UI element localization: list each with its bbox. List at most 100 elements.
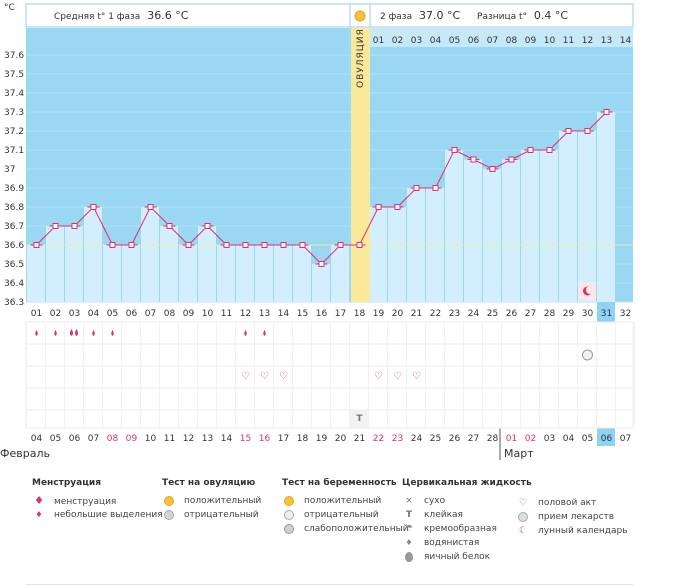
- positive-test-icon: [162, 494, 176, 508]
- cycle-day-label: 29: [563, 309, 575, 319]
- event-row: [25, 409, 634, 429]
- cycle-day-label: 30: [582, 309, 594, 319]
- date-label: 23: [392, 434, 403, 444]
- phase2-day-label: 01: [373, 36, 384, 46]
- dry-icon: ×: [405, 496, 413, 506]
- phase1-value: 36.6 °C: [147, 9, 188, 22]
- date-label: 03: [544, 434, 555, 444]
- pregnancy-test-icon: [582, 349, 593, 361]
- legend-ovulation-test: Тест на овуляцию положительный отрицател…: [162, 478, 261, 522]
- temp-point: [375, 204, 382, 210]
- legend-pregnancy-test: Тест на беременность положительный отриц…: [282, 478, 409, 536]
- creamy-icon: ☂: [404, 524, 414, 534]
- heart-icon: ♡: [279, 371, 288, 382]
- diff-value: 0.4 °C: [534, 9, 568, 22]
- small-drop-icon: ♦: [35, 510, 43, 519]
- temp-bar: [217, 245, 235, 302]
- phase2-day-label: 06: [468, 36, 480, 46]
- date-label: 15: [240, 434, 251, 444]
- date-label: 08: [107, 434, 119, 444]
- cycle-day-label: 06: [126, 309, 138, 319]
- date-label: 25: [430, 434, 441, 444]
- event-row: [25, 387, 634, 411]
- bbt-chart: °C Средняя t° 1 фаза 36.6 °C 2 фаза 37.0…: [0, 3, 635, 460]
- phase2-day-label: 05: [449, 36, 460, 46]
- legend-item: × сухо: [402, 494, 532, 508]
- menstruation-drop: [70, 329, 73, 336]
- cycle-day-label: 14: [278, 309, 290, 319]
- moon-icon: [586, 286, 594, 294]
- spotting-drop: [263, 330, 266, 336]
- temp-point: [223, 242, 230, 248]
- spotting-drop: [54, 330, 57, 336]
- cycle-day-label: 27: [525, 309, 536, 319]
- date-label: 17: [278, 434, 289, 444]
- temp-point: [394, 204, 401, 210]
- cycle-day-label: 08: [164, 309, 176, 319]
- phase2-day-label: 07: [487, 36, 498, 46]
- bottom-divider: [26, 584, 633, 585]
- temp-point: [242, 242, 249, 248]
- temp-bar: [331, 245, 349, 302]
- legend-item: отрицательный: [162, 508, 261, 522]
- heart-icon: ♡: [241, 371, 250, 382]
- legend-item: положительный: [162, 494, 261, 508]
- temp-bar: [578, 131, 596, 302]
- date-label: 26: [449, 434, 461, 444]
- temp-bar: [65, 226, 83, 302]
- legend-other: ♡ половой акт прием лекарств ☾ лунный кале…: [516, 496, 628, 538]
- cycle-day-label: 11: [221, 309, 232, 319]
- heavy-drop-icon: ♦: [34, 494, 44, 507]
- date-label: 19: [316, 434, 328, 444]
- temp-point: [299, 242, 306, 248]
- phase2-day-label: 10: [544, 36, 556, 46]
- phase2-day-label: 08: [506, 36, 518, 46]
- y-tick-label: 37.2: [4, 127, 24, 137]
- sticky-icon: T: [405, 510, 413, 520]
- phase2-day-label: 09: [525, 36, 537, 46]
- date-label: 09: [126, 434, 138, 444]
- legend-title: Тест на беременность: [282, 478, 397, 488]
- date-label: 11: [164, 434, 175, 444]
- legend-item: отрицательный: [282, 508, 409, 522]
- temp-bar: [540, 150, 558, 302]
- temp-bar: [141, 207, 159, 302]
- negative-test-icon: [162, 508, 176, 522]
- event-row: [25, 343, 634, 367]
- phase2-label: 2 фаза: [380, 12, 412, 22]
- pregnancy-weak-icon: [282, 522, 296, 536]
- pregnancy-positive-icon: [282, 494, 296, 508]
- y-tick-label: 36.9: [4, 184, 24, 194]
- heart-icon: ♡: [412, 371, 421, 382]
- temp-bar: [46, 226, 64, 302]
- moon-icon: ☾: [518, 526, 528, 536]
- phase1-label: Средняя t° 1 фаза: [54, 12, 140, 22]
- legend-item: ♡ половой акт: [516, 496, 628, 510]
- temp-point: [356, 242, 363, 248]
- phase2-day-label: 13: [601, 36, 612, 46]
- egg-white-icon: [402, 550, 416, 564]
- cycle-day-label: 17: [335, 309, 346, 319]
- temp-point: [147, 204, 154, 210]
- cycle-day-label: 02: [50, 309, 61, 319]
- temp-point: [451, 147, 458, 153]
- month-label: Февраль: [0, 447, 50, 460]
- temp-point: [508, 156, 515, 163]
- temp-bar: [521, 150, 539, 302]
- cycle-day-label: 31: [601, 309, 612, 319]
- temp-point: [413, 185, 420, 191]
- date-label: 05: [582, 434, 593, 444]
- temp-bar: [27, 245, 45, 302]
- cycle-day-label: 26: [506, 309, 518, 319]
- watery-icon: ♦: [405, 538, 413, 547]
- legend-item: ♦ небольшие выделения: [32, 508, 162, 522]
- temp-point: [432, 185, 439, 191]
- y-tick-label: 37.5: [4, 70, 24, 80]
- y-tick-label: 37.6: [4, 51, 24, 61]
- temp-point: [565, 128, 572, 134]
- temp-point: [280, 242, 287, 248]
- legend-title: Менструация: [32, 478, 101, 488]
- menstruation-drop: [75, 329, 78, 336]
- date-label: 20: [335, 434, 347, 444]
